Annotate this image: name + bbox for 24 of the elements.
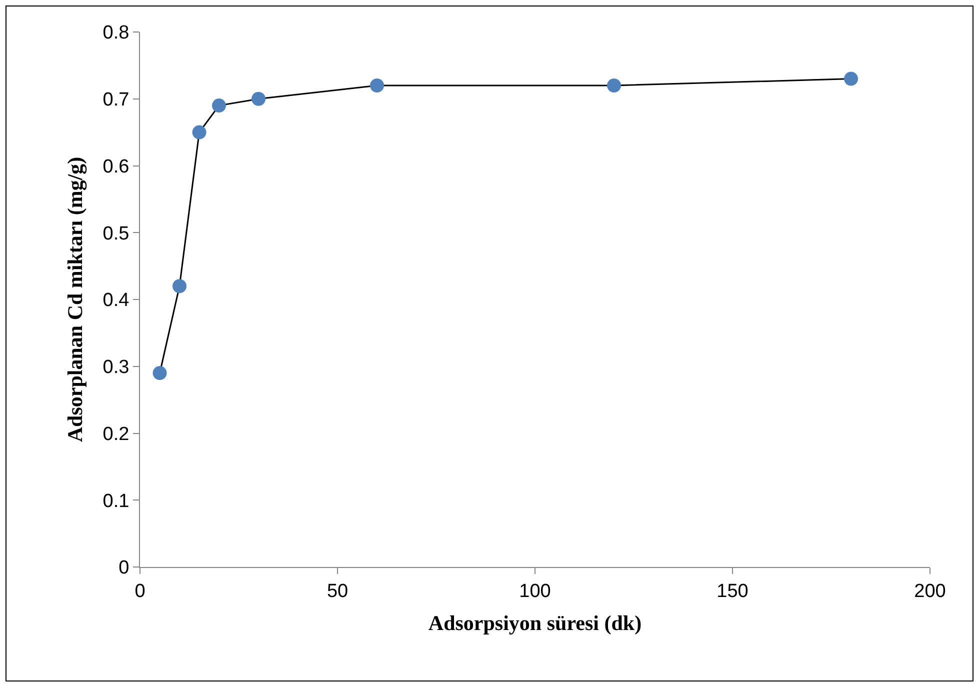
- x-tick-label: 150: [716, 580, 748, 602]
- point: [192, 125, 206, 140]
- x-axis-title: Adsorpsiyon süresi (dk): [428, 611, 642, 635]
- point: [370, 78, 384, 92]
- y-tick-label: 0.7: [102, 90, 130, 111]
- x-tick-label: 100: [519, 580, 551, 602]
- y-tick-label: 0.8: [102, 22, 130, 44]
- y-tick-label: 0: [118, 558, 130, 579]
- x-tick-label: 200: [914, 580, 946, 602]
- point: [844, 72, 858, 86]
- point: [607, 78, 621, 92]
- x-tick-label: 0: [134, 580, 146, 602]
- point: [152, 366, 167, 380]
- y-tick-label: 0.5: [102, 223, 130, 244]
- y-axis-title: Adsorplanan Cd miktarı (mg/g): [62, 156, 87, 442]
- y-tick-label: 0.4: [102, 290, 130, 312]
- y-tick-label: 0.2: [102, 424, 130, 445]
- y-tick-label: 0.1: [102, 490, 130, 512]
- y-tick-label: 0.6: [102, 156, 130, 178]
- point: [252, 92, 266, 106]
- x-tick-label: 50: [326, 580, 348, 602]
- point: [172, 279, 186, 294]
- y-tick-label: 0.3: [102, 357, 130, 378]
- point: [212, 98, 226, 113]
